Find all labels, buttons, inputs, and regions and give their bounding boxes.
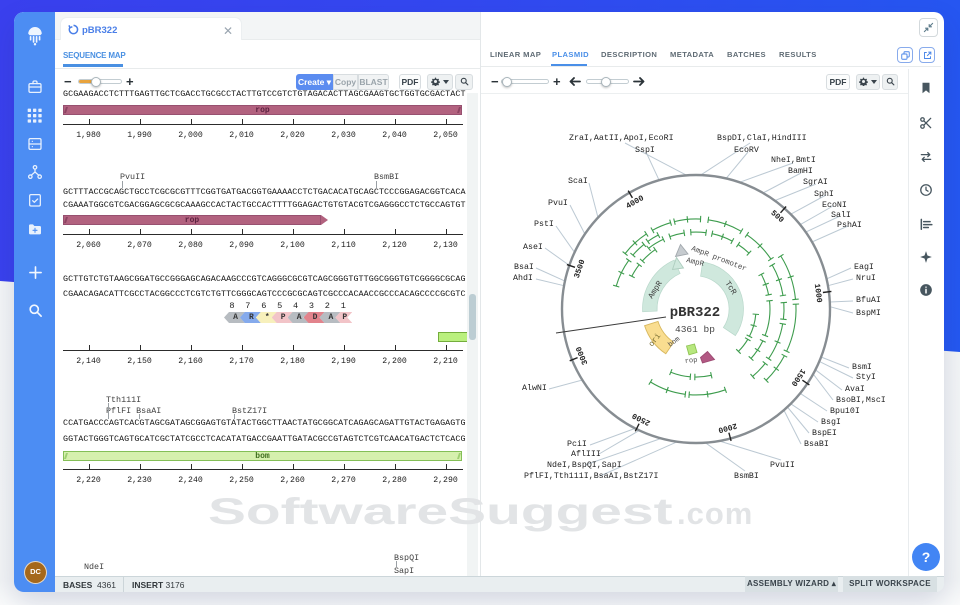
svg-text:PvuII: PvuII xyxy=(770,461,795,470)
svg-text:EcoNI: EcoNI xyxy=(822,201,847,210)
svg-text:AlwNI: AlwNI xyxy=(522,383,547,393)
svg-text:4361 bp: 4361 bp xyxy=(675,324,715,335)
svg-text:pBR322: pBR322 xyxy=(670,305,720,321)
svg-text:SgrAI: SgrAI xyxy=(803,178,828,187)
svg-text:SspI: SspI xyxy=(635,146,655,155)
svg-text:2000: 2000 xyxy=(717,421,738,435)
svg-text:500: 500 xyxy=(769,209,786,225)
svg-text:bom: bom xyxy=(667,335,682,349)
svg-text:Bpu10I: Bpu10I xyxy=(830,407,860,416)
svg-text:3500: 3500 xyxy=(573,258,588,279)
svg-text:4000: 4000 xyxy=(625,194,646,211)
svg-text:BsoBI,MscI: BsoBI,MscI xyxy=(836,396,886,405)
svg-text:NdeI,BspQI,SapI: NdeI,BspQI,SapI xyxy=(547,460,622,470)
svg-text:ScaI: ScaI xyxy=(568,177,588,186)
svg-text:EagI: EagI xyxy=(854,263,874,272)
svg-text:BsmBI: BsmBI xyxy=(734,472,759,481)
svg-text:PciI: PciI xyxy=(567,439,587,449)
svg-text:AhdI: AhdI xyxy=(513,273,533,283)
svg-text:AflIII: AflIII xyxy=(571,449,601,459)
svg-text:PflFI,Tth111I,BsaAI,BstZ17I: PflFI,Tth111I,BsaAI,BstZ17I xyxy=(524,471,658,481)
svg-text:BspMI: BspMI xyxy=(856,309,881,318)
svg-text:BsmI: BsmI xyxy=(852,363,872,372)
svg-text:BamHI: BamHI xyxy=(788,167,813,176)
svg-text:AmpR: AmpR xyxy=(685,257,705,269)
svg-text:3000: 3000 xyxy=(575,345,591,366)
svg-text:PshAI: PshAI xyxy=(837,220,862,230)
svg-text:SphI: SphI xyxy=(814,189,834,199)
svg-text:rop: rop xyxy=(684,357,697,366)
svg-text:BsaI: BsaI xyxy=(514,263,534,272)
svg-text:PvuI: PvuI xyxy=(548,199,568,208)
svg-text:BsaBI: BsaBI xyxy=(804,440,829,449)
svg-text:NheI,BmtI: NheI,BmtI xyxy=(771,155,816,165)
svg-text:1500: 1500 xyxy=(789,367,807,388)
svg-text:EcoRV: EcoRV xyxy=(734,146,759,155)
svg-text:AseI: AseI xyxy=(523,243,543,252)
svg-text:ZraI,AatII,ApoI,EcoRI: ZraI,AatII,ApoI,EcoRI xyxy=(569,134,674,143)
svg-text:BsgI: BsgI xyxy=(821,418,841,427)
svg-text:BfuAI: BfuAI xyxy=(856,295,881,305)
svg-text:SalI: SalI xyxy=(831,210,851,220)
svg-text:PstI: PstI xyxy=(534,220,554,229)
svg-text:BspEI: BspEI xyxy=(812,429,837,438)
svg-text:StyI: StyI xyxy=(856,373,876,382)
svg-text:1000: 1000 xyxy=(812,283,823,303)
svg-text:BspDI,ClaI,HindIII: BspDI,ClaI,HindIII xyxy=(717,133,807,143)
svg-text:2500: 2500 xyxy=(631,410,652,427)
svg-text:NruI: NruI xyxy=(856,274,876,283)
svg-text:AvaI: AvaI xyxy=(845,385,865,394)
